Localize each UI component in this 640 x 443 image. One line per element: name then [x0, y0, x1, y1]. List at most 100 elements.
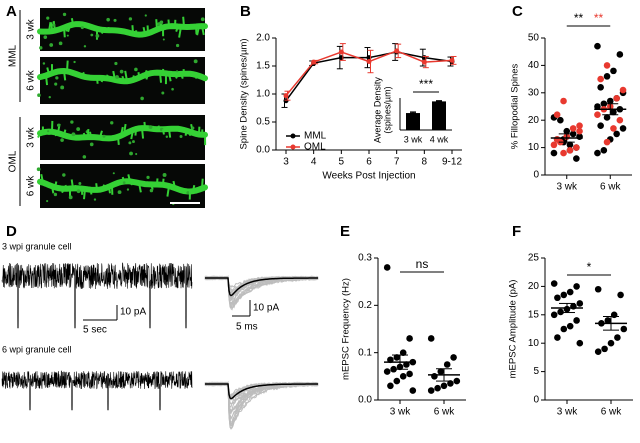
spine	[127, 174, 131, 182]
puncta	[159, 20, 164, 25]
point	[576, 122, 583, 129]
point	[560, 325, 568, 333]
legend-marker	[290, 144, 296, 150]
spine	[150, 184, 154, 191]
y-tick-label: 10	[528, 338, 540, 349]
y-axis-label: mEPSC Frequency (Hz)	[341, 278, 352, 380]
spine	[82, 132, 86, 138]
point	[283, 93, 289, 99]
spine	[83, 188, 86, 200]
puncta	[122, 181, 126, 184]
point	[383, 368, 391, 375]
event-average	[205, 383, 318, 400]
point	[447, 380, 454, 387]
puncta	[49, 43, 54, 47]
spine	[130, 129, 134, 140]
y-tick-label: 0.5	[256, 117, 270, 128]
panel-letter: F	[512, 223, 521, 240]
spine	[54, 132, 58, 137]
point	[449, 57, 455, 63]
spine	[178, 26, 182, 38]
puncta	[193, 59, 198, 64]
point	[613, 130, 620, 138]
point	[614, 334, 621, 341]
puncta	[60, 85, 65, 90]
puncta	[165, 135, 169, 138]
puncta	[162, 172, 167, 177]
x-axis-label: Weeks Post Injection	[322, 171, 415, 182]
point	[393, 377, 401, 385]
puncta	[200, 17, 205, 22]
spine	[51, 186, 55, 194]
spine	[159, 72, 163, 83]
puncta	[42, 62, 46, 65]
spine	[196, 26, 200, 36]
spine	[192, 184, 196, 192]
point	[311, 59, 317, 65]
point	[366, 59, 372, 65]
point	[560, 97, 567, 105]
puncta	[82, 155, 87, 159]
cell-title: 6 wpi granule cell	[2, 344, 72, 354]
point	[606, 97, 614, 105]
x-tick-label: 6 wk	[600, 182, 622, 193]
spine	[61, 188, 65, 194]
spine	[37, 132, 41, 139]
significance-label: **	[594, 11, 604, 25]
point	[573, 144, 580, 151]
point	[573, 317, 580, 324]
bar	[432, 101, 446, 130]
spine	[141, 127, 145, 139]
spine	[201, 25, 205, 36]
puncta	[110, 121, 114, 125]
y-tick-label: 0	[533, 395, 539, 406]
spine	[48, 22, 52, 32]
spine	[120, 126, 124, 136]
spine	[172, 180, 176, 189]
spine	[132, 75, 135, 81]
spine	[124, 70, 128, 82]
point	[393, 354, 401, 361]
puncta	[186, 191, 190, 195]
puncta	[60, 138, 64, 142]
significance-label: ***	[419, 77, 433, 91]
spine	[168, 73, 172, 82]
y-tick-label: 2.0	[256, 33, 270, 44]
spine	[166, 185, 170, 197]
panel-letter: C	[512, 3, 523, 20]
bar	[406, 113, 420, 130]
spine	[138, 182, 142, 193]
point	[610, 311, 618, 319]
point	[600, 147, 608, 154]
spine	[143, 121, 146, 129]
point	[421, 59, 427, 65]
puncta	[71, 132, 76, 137]
point	[566, 322, 574, 330]
legend-label: OML	[304, 142, 326, 153]
point	[616, 51, 624, 58]
puncta	[119, 69, 124, 74]
point	[563, 127, 571, 135]
group-label: MML	[8, 44, 19, 67]
point	[560, 291, 568, 299]
spine	[167, 19, 170, 27]
puncta	[39, 46, 43, 50]
x-tick-label: 4 wk	[430, 134, 449, 144]
spine	[168, 128, 172, 138]
puncta	[47, 130, 50, 133]
spine	[117, 136, 120, 146]
y-tick-label: 25	[528, 253, 540, 264]
x-tick-label: 9-12	[442, 157, 462, 168]
puncta	[53, 192, 58, 197]
puncta	[114, 61, 118, 66]
x-tick-label: 6	[366, 157, 372, 168]
point	[338, 49, 344, 55]
y-tick-label: 0	[533, 170, 539, 181]
point	[613, 94, 620, 102]
puncta	[146, 175, 150, 179]
spine	[101, 29, 104, 34]
point	[399, 349, 407, 356]
point	[594, 103, 601, 110]
point	[576, 300, 584, 307]
x-tick-label: 5	[339, 157, 345, 168]
